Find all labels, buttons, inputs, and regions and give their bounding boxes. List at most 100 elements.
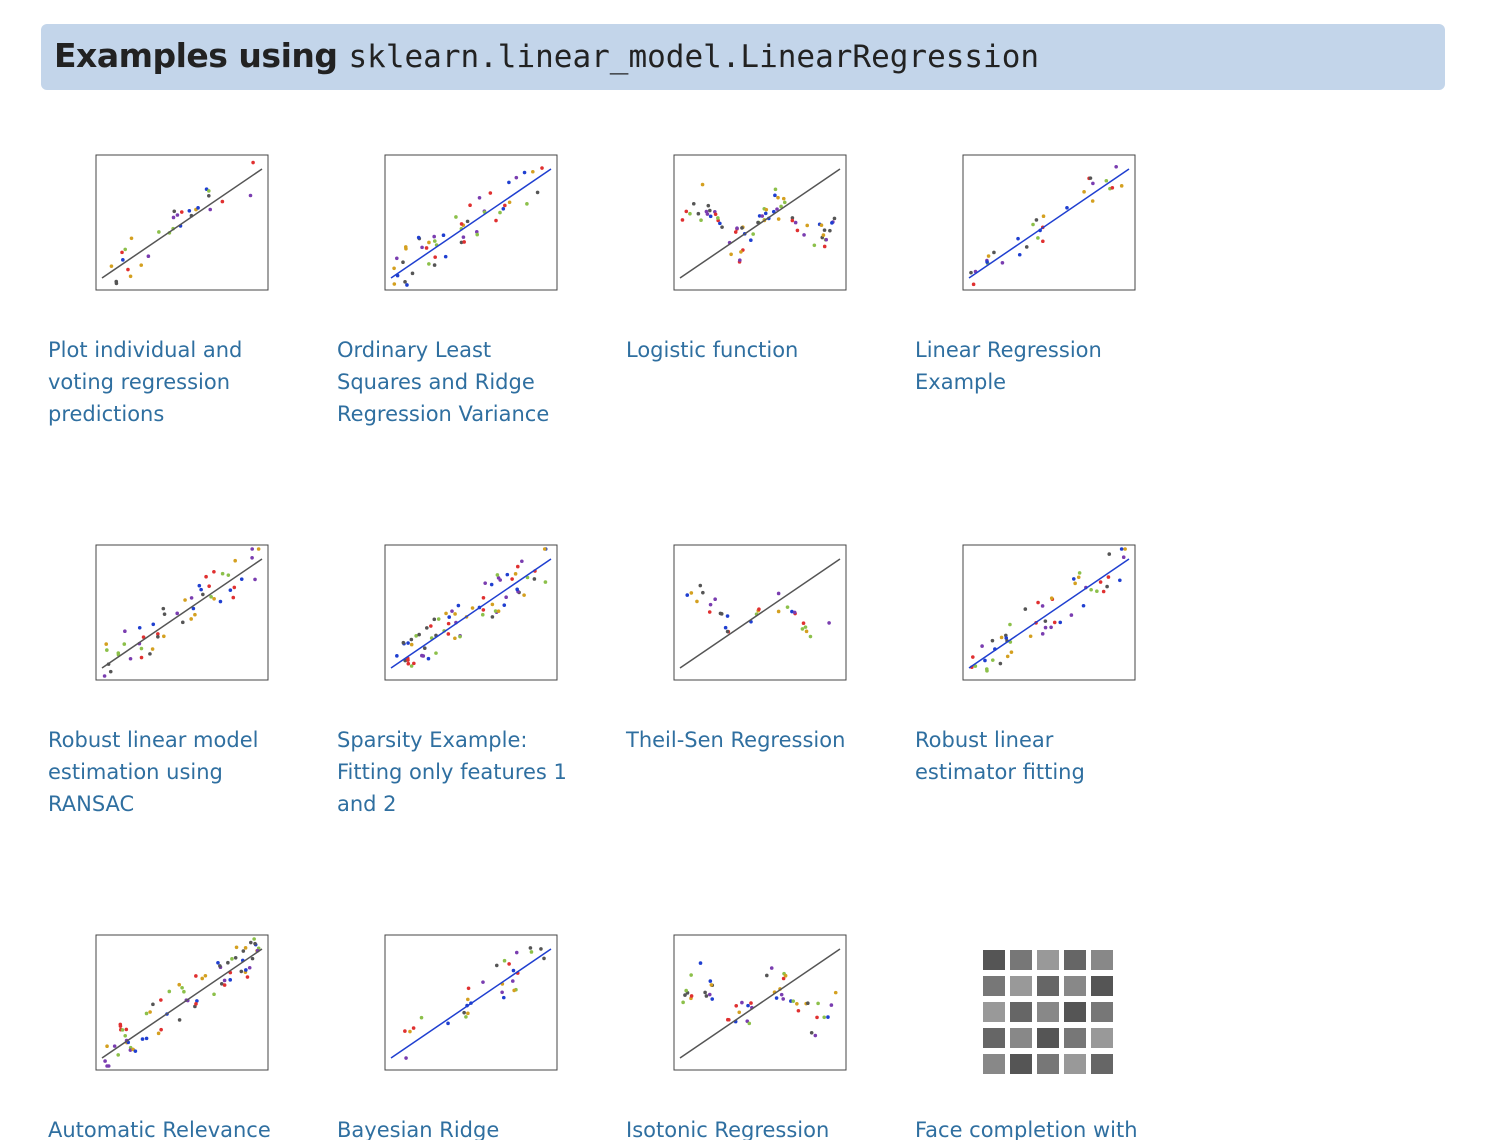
header-code: sklearn.linear_model.LinearRegression (348, 39, 1040, 75)
thumb-point (764, 207, 769, 212)
face-tile (1010, 1002, 1032, 1022)
thumb-point (108, 669, 113, 674)
example-card[interactable]: Bayesian Ridge Regression (337, 920, 587, 1140)
thumb-point (515, 587, 519, 592)
thumb-point (689, 994, 694, 998)
thumb-point (684, 209, 689, 214)
thumb-fit (968, 168, 1130, 279)
example-link[interactable]: Robust linear estimator fitting (915, 728, 1085, 784)
thumb-point (139, 263, 144, 267)
thumb-point (776, 195, 780, 200)
thumb-point (123, 1033, 128, 1038)
thumb-fit (390, 168, 552, 279)
thumb-point (998, 661, 1003, 666)
thumb-point (790, 216, 795, 220)
thumb-point (1107, 552, 1112, 556)
thumb-point (256, 547, 261, 551)
thumb-point (726, 1017, 730, 1022)
thumb-point (503, 203, 507, 208)
thumb-point (746, 1003, 750, 1008)
thumb-point (980, 644, 984, 648)
thumb-point (144, 1036, 149, 1041)
example-card[interactable]: Sparsity Example: Fitting only features … (337, 530, 587, 816)
thumb-point (474, 230, 479, 234)
example-card[interactable]: Face completion with a multi-output esti… (915, 920, 1165, 1140)
thumb-point (971, 282, 976, 287)
thumb-point (1105, 584, 1109, 589)
example-card[interactable]: Automatic Relevance Determination Regres… (48, 920, 298, 1140)
thumb-point (740, 226, 744, 230)
example-card[interactable]: Plot individual and voting regression pr… (48, 140, 298, 426)
thumb-point (156, 1031, 161, 1036)
thumb-point (233, 955, 238, 960)
thumb-point (493, 609, 498, 613)
example-card[interactable]: Robust linear model estimation using RAN… (48, 530, 298, 816)
example-card[interactable]: Theil-Sen Regression (626, 530, 876, 752)
thumb-point (1043, 625, 1048, 630)
example-link[interactable]: Sparsity Example: Fitting only features … (337, 728, 567, 816)
thumb-point (1076, 575, 1081, 580)
thumb-point (773, 187, 778, 192)
thumb-point (409, 642, 414, 647)
thumb-point (159, 1027, 163, 1032)
thumb-point (718, 221, 722, 226)
thumb-point (409, 637, 414, 642)
thumb-point (781, 997, 786, 1001)
face-tile (1037, 1002, 1059, 1022)
thumb-point (716, 216, 720, 220)
thumb-point (793, 220, 798, 225)
thumb-point (1110, 185, 1115, 190)
thumbnail (384, 154, 558, 291)
example-link[interactable]: Ordinary Least Squares and Ridge Regress… (337, 338, 550, 426)
example-card[interactable]: Isotonic Regression (626, 920, 876, 1140)
thumb-point (1040, 632, 1045, 636)
example-link[interactable]: Automatic Relevance Determination Regres… (48, 1118, 271, 1140)
example-link[interactable]: Robust linear model estimation using RAN… (48, 728, 259, 816)
thumb-point (432, 239, 437, 243)
thumb-point (239, 577, 244, 581)
face-tile (1091, 950, 1113, 970)
example-card[interactable]: Robust linear estimator fitting (915, 530, 1165, 784)
example-link[interactable]: Plot individual and voting regression pr… (48, 338, 243, 426)
face-tile (1091, 1002, 1113, 1022)
thumb-point (815, 1015, 819, 1020)
thumb-point (1090, 199, 1095, 203)
thumb-point (244, 968, 248, 972)
thumb-point (1004, 633, 1008, 638)
thumb-point (453, 636, 457, 641)
thumb-point (488, 191, 493, 195)
thumb-point (459, 222, 464, 226)
thumb-fit (101, 558, 263, 669)
example-link[interactable]: Logistic function (626, 338, 799, 362)
thumb-point (1049, 625, 1053, 630)
thumb-point (425, 626, 429, 630)
example-link[interactable]: Face completion with a multi-output esti… (915, 1118, 1138, 1140)
example-card[interactable]: Linear Regression Example (915, 140, 1165, 394)
plot-frame (962, 544, 1136, 681)
thumb-point (709, 983, 714, 987)
example-link[interactable]: Isotonic Regression (626, 1118, 830, 1140)
example-link[interactable]: Linear Regression Example (915, 338, 1102, 394)
thumb-point (525, 575, 530, 580)
example-card[interactable]: Ordinary Least Squares and Ridge Regress… (337, 140, 587, 426)
thumb-point (228, 978, 233, 982)
thumb-point (245, 975, 250, 979)
thumb-point (177, 982, 182, 987)
thumb-point (444, 611, 448, 616)
thumb-point (432, 263, 437, 267)
example-link[interactable]: Bayesian Ridge Regression (337, 1118, 500, 1140)
thumb-point (1081, 603, 1086, 608)
face-tile (983, 1054, 1005, 1074)
face-tile (1064, 950, 1086, 970)
thumb-point (1041, 214, 1046, 219)
example-card[interactable]: Logistic function (626, 140, 876, 362)
thumb-point (140, 1037, 145, 1041)
example-link[interactable]: Theil-Sen Regression (626, 728, 846, 752)
thumb-point (769, 966, 774, 970)
thumb-point (401, 640, 406, 645)
thumb-point (157, 230, 161, 234)
thumb-point (1073, 581, 1077, 586)
thumb-point (505, 572, 510, 577)
thumb-point (490, 615, 495, 619)
thumb-point (507, 962, 511, 966)
